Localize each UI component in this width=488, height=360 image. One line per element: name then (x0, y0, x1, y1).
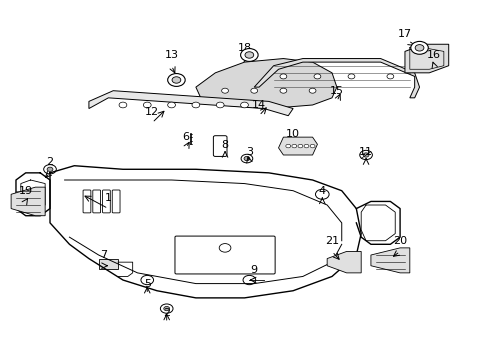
Text: 12: 12 (145, 108, 159, 117)
Text: 9: 9 (250, 265, 257, 275)
Circle shape (359, 150, 372, 159)
Circle shape (221, 88, 228, 93)
Text: 11: 11 (358, 147, 372, 157)
Text: 16: 16 (426, 50, 440, 60)
Circle shape (244, 157, 249, 161)
Circle shape (172, 77, 181, 83)
FancyBboxPatch shape (112, 190, 120, 213)
Polygon shape (11, 187, 45, 216)
Circle shape (285, 144, 290, 148)
Text: 5: 5 (143, 279, 150, 289)
Circle shape (119, 102, 126, 108)
Text: 7: 7 (100, 250, 107, 260)
Polygon shape (254, 59, 419, 98)
Circle shape (315, 189, 328, 199)
Circle shape (313, 74, 320, 79)
Circle shape (347, 74, 354, 79)
Circle shape (43, 165, 56, 174)
Circle shape (250, 88, 257, 93)
Circle shape (163, 306, 169, 311)
Text: 21: 21 (325, 236, 338, 246)
Text: 17: 17 (397, 29, 411, 39)
Text: 20: 20 (392, 236, 407, 246)
Polygon shape (404, 44, 448, 73)
Circle shape (243, 275, 255, 285)
FancyBboxPatch shape (102, 190, 110, 213)
Circle shape (167, 102, 175, 108)
Circle shape (219, 244, 230, 252)
Circle shape (386, 74, 393, 79)
Circle shape (280, 74, 286, 79)
FancyBboxPatch shape (213, 136, 226, 157)
Circle shape (308, 88, 315, 93)
Circle shape (241, 154, 252, 163)
Text: 8: 8 (221, 140, 228, 150)
Circle shape (410, 41, 427, 54)
Circle shape (192, 102, 200, 108)
Circle shape (297, 144, 302, 148)
Circle shape (291, 144, 296, 148)
Circle shape (143, 102, 151, 108)
FancyBboxPatch shape (83, 190, 91, 213)
Text: 13: 13 (164, 50, 178, 60)
Polygon shape (196, 59, 336, 109)
Polygon shape (99, 258, 118, 269)
Circle shape (304, 144, 308, 148)
Circle shape (141, 275, 153, 285)
Text: 18: 18 (237, 43, 251, 53)
Circle shape (309, 144, 314, 148)
FancyBboxPatch shape (175, 236, 275, 274)
Circle shape (280, 88, 286, 93)
Circle shape (414, 45, 423, 51)
Circle shape (47, 167, 53, 171)
Circle shape (216, 102, 224, 108)
Circle shape (160, 304, 173, 313)
Text: 1: 1 (104, 193, 112, 203)
Text: 4: 4 (318, 186, 325, 196)
Circle shape (240, 102, 248, 108)
Text: 2: 2 (46, 157, 54, 167)
Text: 3: 3 (245, 147, 252, 157)
Text: 19: 19 (19, 186, 33, 196)
Text: 10: 10 (285, 129, 300, 139)
Polygon shape (278, 137, 317, 155)
Circle shape (167, 73, 185, 86)
Circle shape (240, 49, 258, 62)
FancyBboxPatch shape (93, 190, 101, 213)
Polygon shape (370, 248, 409, 273)
Circle shape (363, 153, 368, 157)
Polygon shape (89, 91, 292, 116)
Circle shape (244, 52, 253, 58)
Text: 6: 6 (183, 132, 189, 143)
Text: 14: 14 (251, 100, 265, 111)
Polygon shape (326, 251, 361, 273)
Text: 15: 15 (329, 86, 343, 96)
Text: 2: 2 (163, 307, 170, 318)
